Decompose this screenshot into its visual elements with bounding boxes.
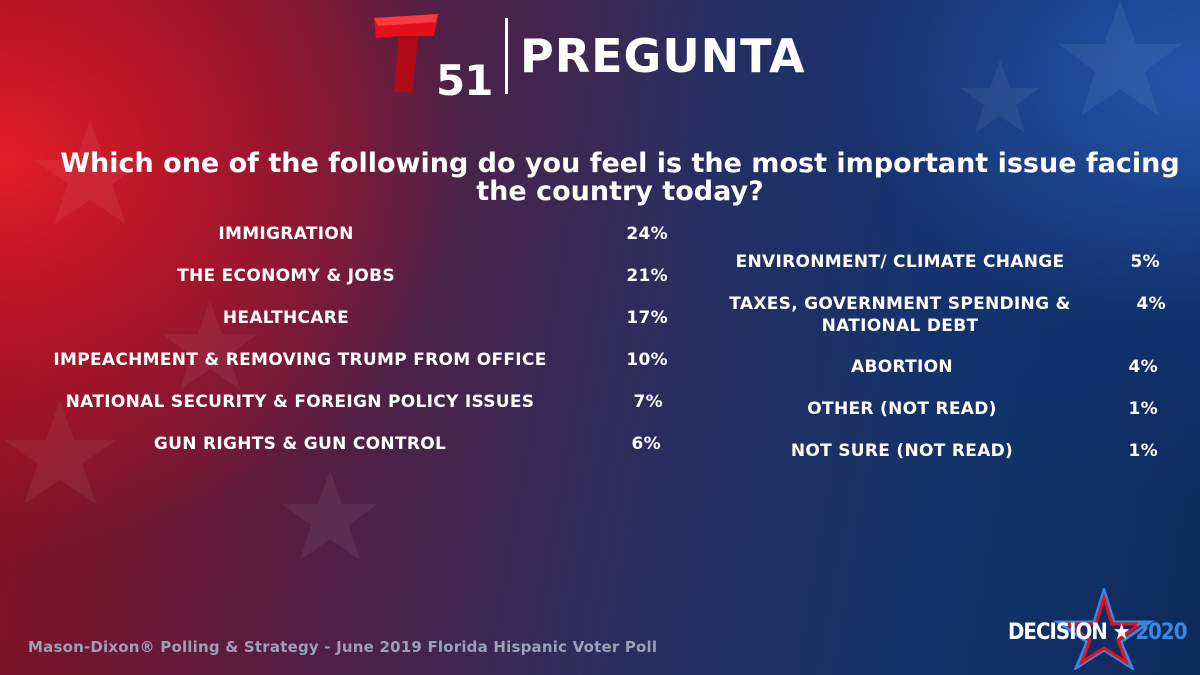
result-label-line2: NATIONAL DEBT <box>821 316 979 336</box>
result-label: THE ECONOMY & JOBS <box>177 266 395 286</box>
header-logo: 51 PREGUNTA <box>372 14 852 102</box>
logo-number: 51 <box>436 56 493 105</box>
star-icon: ★ <box>1112 620 1131 645</box>
result-row-immigration: IMMIGRATION 24% <box>0 224 680 246</box>
star-outline-icon <box>1053 588 1155 670</box>
result-row-other: OTHER (NOT READ) 1% <box>690 399 1180 421</box>
result-row-abortion: ABORTION 4% <box>690 357 1180 379</box>
result-row-not-sure: NOT SURE (NOT READ) 1% <box>690 441 1180 463</box>
decision-word: DECISION <box>1008 620 1108 645</box>
result-label: IMPEACHMENT & REMOVING TRUMP FROM OFFICE <box>53 350 547 370</box>
result-row-taxes: TAXES, GOVERNMENT SPENDING & NATIONAL DE… <box>690 294 1180 338</box>
result-percent: 10% <box>626 350 668 370</box>
result-row-environment: ENVIRONMENT/ CLIMATE CHANGE 5% <box>690 252 1180 274</box>
question-text: Which one of the following do you feel i… <box>60 148 1180 207</box>
result-label-line1: TAXES, GOVERNMENT SPENDING & <box>729 294 1071 314</box>
result-percent: 7% <box>633 392 663 412</box>
result-label: IMMIGRATION <box>218 224 354 244</box>
result-label: OTHER (NOT READ) <box>807 399 997 419</box>
logo-divider <box>505 18 508 94</box>
result-percent: 4% <box>1136 294 1166 314</box>
result-percent: 4% <box>1128 357 1158 377</box>
result-label: NOT SURE (NOT READ) <box>790 441 1014 461</box>
decision-2020-logo: DECISION ★ 2020 <box>1000 588 1187 670</box>
result-percent: 17% <box>626 308 668 328</box>
result-label: ABORTION <box>851 357 953 377</box>
result-row-impeachment: IMPEACHMENT & REMOVING TRUMP FROM OFFICE… <box>0 350 680 372</box>
result-label: GUN RIGHTS & GUN CONTROL <box>153 434 447 454</box>
source-footer: Mason-Dixon® Polling & Strategy - June 2… <box>28 638 658 656</box>
result-percent: 1% <box>1128 399 1158 419</box>
page-title: PREGUNTA <box>520 29 806 83</box>
result-percent: 1% <box>1128 441 1158 461</box>
result-label: NATIONAL SECURITY & FOREIGN POLICY ISSUE… <box>65 392 535 412</box>
result-percent: 24% <box>626 224 668 244</box>
result-row-gun-rights: GUN RIGHTS & GUN CONTROL 6% <box>0 434 680 456</box>
result-row-national-security: NATIONAL SECURITY & FOREIGN POLICY ISSUE… <box>0 392 680 414</box>
result-row-healthcare: HEALTHCARE 17% <box>0 308 680 330</box>
result-label: ENVIRONMENT/ CLIMATE CHANGE <box>735 252 1065 272</box>
result-percent: 21% <box>626 266 668 286</box>
decision-year: 2020 <box>1135 620 1187 645</box>
result-percent: 6% <box>631 434 661 454</box>
result-row-economy: THE ECONOMY & JOBS 21% <box>0 266 680 288</box>
result-percent: 5% <box>1130 252 1160 272</box>
result-label: HEALTHCARE <box>222 308 350 328</box>
telemundo-t-logo <box>374 14 438 92</box>
decision-text: DECISION ★ 2020 <box>1008 620 1187 645</box>
